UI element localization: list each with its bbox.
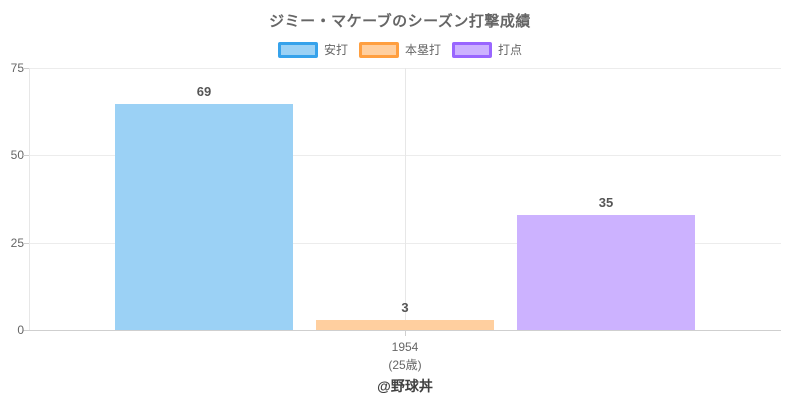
legend-swatch-icon [277,42,318,58]
legend-item-安打[interactable]: 安打 [277,42,348,58]
y-tick-label-0: 0 [17,323,24,337]
y-tick-mark-50 [23,155,29,157]
x-tick-mark-category [405,330,406,336]
legend-label: 本塁打 [404,43,441,57]
legend-swatch-icon [358,42,399,58]
x-tick-label-year: 1954 [391,340,419,354]
y-tick-mark-25 [23,242,29,244]
bar-value-label-安打: 69 [196,84,212,100]
y-gridline-0 [23,330,781,331]
legend-swatch-icon [452,42,492,58]
y-tick-label-50: 50 [10,148,24,163]
legend-label: 安打 [323,43,348,57]
watermark-credit: @野球丼 [377,378,433,394]
bar-value-label-打点: 35 [598,195,614,211]
y-axis-border [29,68,30,330]
bar-打点[interactable] [517,215,695,330]
chart-title: ジミー・マケーブのシーズン打撃成績 [269,13,531,30]
bar-value-label-本塁打: 3 [401,300,409,316]
legend-label: 打点 [498,43,523,57]
chart-legend: 安打 本塁打 打点 [0,41,800,59]
y-tick-mark-75 [23,68,29,69]
x-gridline-category [405,68,406,330]
legend-item-本塁打[interactable]: 本塁打 [358,42,441,58]
y-tick-label-25: 25 [10,235,24,250]
bar-安打[interactable] [115,104,293,330]
y-tick-label-75: 75 [10,61,24,75]
bar-本塁打[interactable] [316,320,494,330]
legend-item-打点[interactable]: 打点 [452,42,522,58]
x-tick-label-age: (25歳) [388,358,422,372]
